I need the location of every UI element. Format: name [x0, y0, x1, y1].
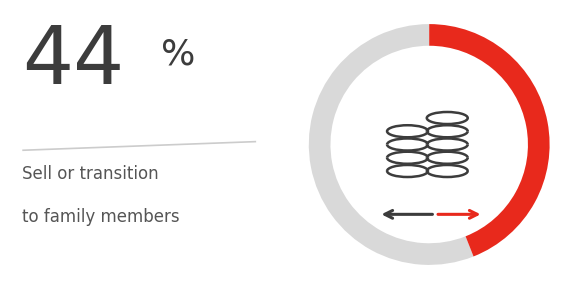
- Text: 44: 44: [22, 23, 125, 101]
- Wedge shape: [309, 24, 473, 265]
- Wedge shape: [429, 24, 550, 256]
- Text: Sell or transition: Sell or transition: [22, 165, 159, 183]
- Text: %: %: [161, 38, 196, 72]
- Text: to family members: to family members: [22, 208, 180, 226]
